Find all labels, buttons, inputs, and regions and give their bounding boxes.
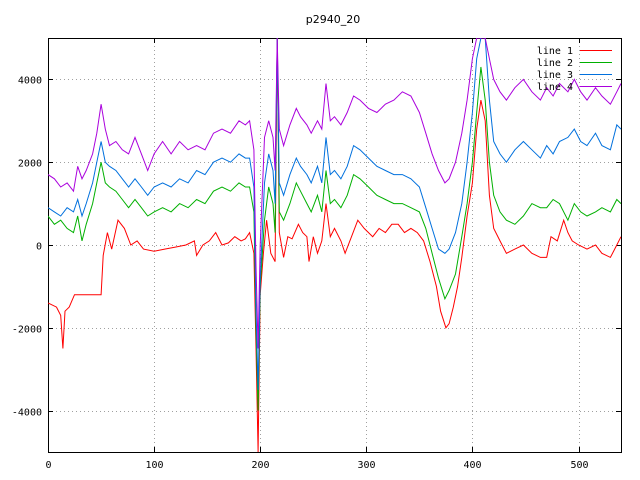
x-tick-label: 500: [570, 460, 588, 471]
chart-title: p2940_20: [306, 13, 360, 26]
x-tick-label: 400: [463, 460, 481, 471]
legend-label: line 3: [537, 70, 573, 81]
chart-grid: [48, 38, 621, 452]
series-line-3: [48, 38, 621, 390]
series-line-4: [48, 38, 621, 349]
plot-area-frame: [48, 38, 622, 453]
legend-label: line 2: [537, 58, 573, 69]
series-lines: [48, 38, 621, 452]
x-tick-label: 0: [45, 460, 51, 471]
y-tick-label: -2000: [12, 325, 42, 336]
legend-label: line 1: [537, 46, 573, 57]
x-axis-ticks: 0 100 200 300 400 500: [45, 38, 589, 471]
series-line-2: [48, 38, 621, 411]
y-tick-label: 2000: [18, 159, 42, 170]
x-tick-label: 200: [251, 460, 269, 471]
x-tick-label: 100: [145, 460, 163, 471]
y-tick-label: 0: [36, 242, 42, 253]
y-axis-ticks: -4000 -2000 0 2000 4000: [12, 76, 621, 419]
series-line-1: [48, 38, 621, 452]
x-tick-label: 300: [357, 460, 375, 471]
y-tick-label: -4000: [12, 408, 42, 419]
legend-label: line 4: [537, 82, 573, 93]
y-tick-label: 4000: [18, 76, 42, 87]
